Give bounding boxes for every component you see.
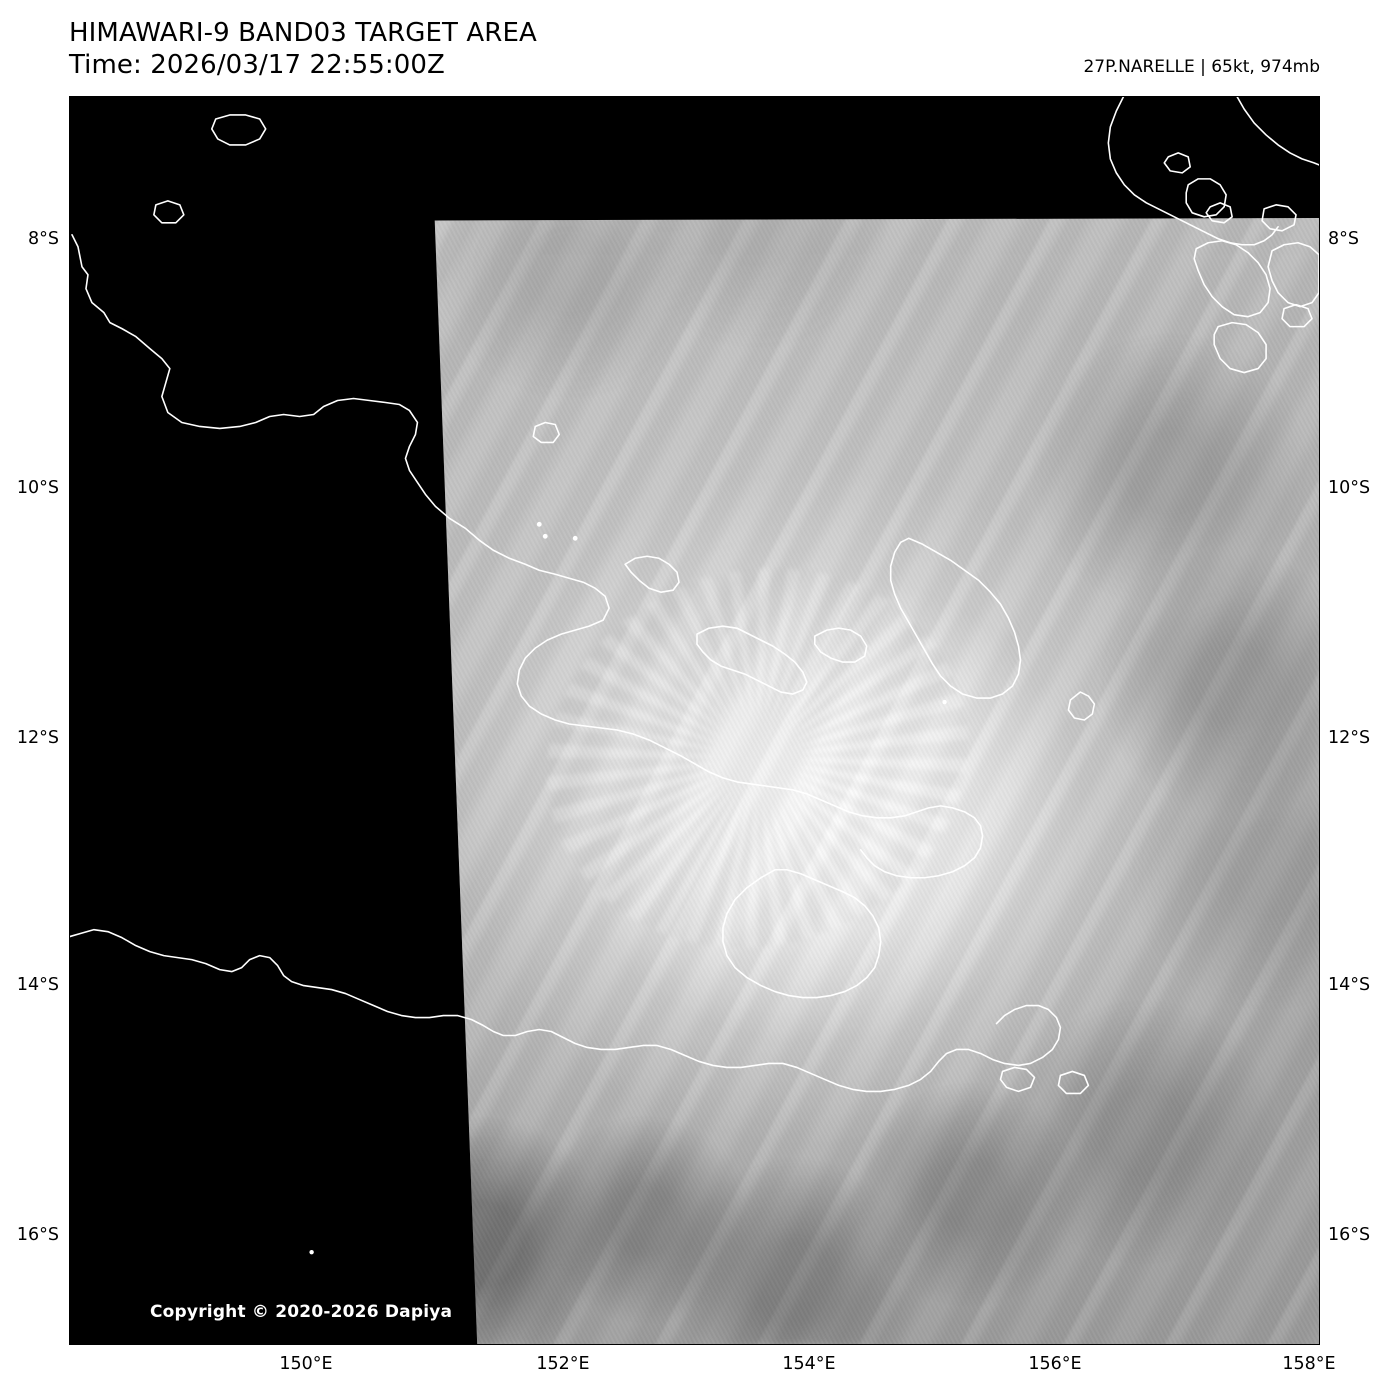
storm-info-label: 27P.NARELLE | 65kt, 974mb xyxy=(1083,57,1320,77)
tick-left-16s: 16°S xyxy=(16,1225,59,1245)
figure-header: HIMAWARI-9 BAND03 TARGET AREA Time: 2026… xyxy=(69,18,537,81)
page-title: HIMAWARI-9 BAND03 TARGET AREA xyxy=(69,18,537,48)
tick-right-12s: 12°S xyxy=(1328,728,1371,748)
timestamp-line: Time: 2026/03/17 22:55:00Z xyxy=(69,49,445,80)
tick-left-12s: 12°S xyxy=(16,728,59,748)
tick-bottom-150e: 150°E xyxy=(279,1354,333,1374)
copyright-label: Copyright © 2020-2026 Dapiya xyxy=(150,1302,453,1322)
coastline-buka xyxy=(1236,97,1319,166)
tick-bottom-156e: 156°E xyxy=(1028,1354,1082,1374)
tick-left-14s: 14°S xyxy=(16,975,59,995)
satellite-swath xyxy=(434,217,1319,1344)
tick-left-10s: 10°S xyxy=(16,478,59,498)
tick-right-16s: 16°S xyxy=(1328,1225,1371,1245)
coastline-small-island-c xyxy=(153,200,185,224)
tick-bottom-152e: 152°E xyxy=(536,1354,590,1374)
coastline-shortland xyxy=(1185,178,1227,218)
tick-bottom-154e: 154°E xyxy=(782,1354,836,1374)
tick-right-8s: 8°S xyxy=(1328,229,1359,249)
tick-right-14s: 14°S xyxy=(1328,975,1371,995)
coastline-dot-d xyxy=(309,1249,314,1255)
tick-right-10s: 10°S xyxy=(1328,478,1371,498)
coastline-manus xyxy=(210,114,267,146)
tick-bottom-158e: 158°E xyxy=(1282,1354,1336,1374)
swath-noise-texture xyxy=(434,217,1319,1344)
coastline-small-island-d xyxy=(1163,152,1192,174)
map-plot-area[interactable]: Copyright © 2020-2026 Dapiya xyxy=(69,96,1320,1345)
tick-left-8s: 8°S xyxy=(28,229,59,249)
